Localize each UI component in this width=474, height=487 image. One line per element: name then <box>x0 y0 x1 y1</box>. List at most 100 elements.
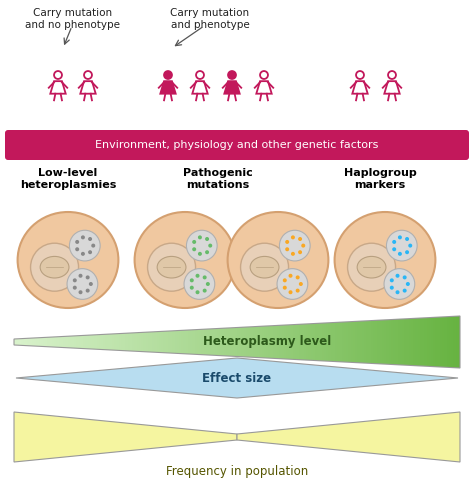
Bar <box>366 321 369 363</box>
FancyBboxPatch shape <box>5 130 469 160</box>
Ellipse shape <box>157 256 186 278</box>
Bar <box>418 318 420 366</box>
Circle shape <box>277 269 308 300</box>
Text: Pathogenic
mutations: Pathogenic mutations <box>183 168 253 189</box>
Polygon shape <box>80 81 96 94</box>
Bar <box>21 338 23 345</box>
Circle shape <box>192 247 196 251</box>
Bar <box>59 337 61 347</box>
Bar <box>23 338 25 345</box>
Bar <box>257 326 259 357</box>
Bar <box>41 337 43 346</box>
Circle shape <box>75 247 79 251</box>
Circle shape <box>398 252 402 256</box>
Bar <box>331 323 333 361</box>
Bar <box>453 317 456 368</box>
Circle shape <box>291 235 295 240</box>
Bar <box>74 336 76 348</box>
Bar <box>132 333 135 351</box>
Bar <box>128 333 130 351</box>
Bar <box>315 323 317 360</box>
Bar <box>206 329 208 355</box>
Bar <box>56 337 59 347</box>
Bar <box>217 329 219 356</box>
Bar <box>210 329 212 355</box>
Circle shape <box>403 275 407 280</box>
Text: Carry mutation
and no phenotype: Carry mutation and no phenotype <box>26 8 120 30</box>
Bar <box>215 329 217 356</box>
Bar <box>38 338 41 346</box>
Polygon shape <box>224 81 240 94</box>
Circle shape <box>195 274 200 278</box>
Circle shape <box>299 282 303 286</box>
Bar <box>255 327 257 357</box>
Bar <box>192 330 195 354</box>
Bar <box>208 329 210 355</box>
Bar <box>422 318 424 366</box>
Circle shape <box>405 237 409 241</box>
Bar <box>81 336 83 349</box>
Circle shape <box>392 240 396 244</box>
Bar <box>50 337 52 347</box>
Bar <box>188 330 190 354</box>
Circle shape <box>296 289 300 293</box>
Bar <box>407 319 409 365</box>
Circle shape <box>283 286 287 290</box>
Circle shape <box>289 290 292 294</box>
Ellipse shape <box>357 256 386 278</box>
Bar <box>309 324 310 360</box>
Bar <box>108 334 110 350</box>
Circle shape <box>91 244 95 247</box>
Circle shape <box>408 244 412 247</box>
Circle shape <box>280 230 310 261</box>
Bar <box>36 338 38 346</box>
Circle shape <box>30 243 79 291</box>
Circle shape <box>298 237 302 241</box>
Circle shape <box>192 240 196 244</box>
Bar <box>228 328 230 356</box>
Bar <box>373 320 375 363</box>
Bar <box>304 324 306 360</box>
Bar <box>286 325 288 359</box>
Bar <box>90 335 92 349</box>
Bar <box>438 317 440 367</box>
Circle shape <box>241 243 289 291</box>
Circle shape <box>69 230 100 261</box>
Bar <box>221 328 224 356</box>
Bar <box>117 334 119 350</box>
Circle shape <box>260 71 268 79</box>
Bar <box>440 317 442 367</box>
Bar <box>433 318 436 367</box>
Text: Carry mutation
and phenotype: Carry mutation and phenotype <box>171 8 250 30</box>
Bar <box>273 326 275 358</box>
Bar <box>342 322 344 362</box>
Bar <box>203 329 206 355</box>
Bar <box>52 337 54 347</box>
Bar <box>400 319 402 365</box>
Bar <box>101 335 103 350</box>
Circle shape <box>205 250 209 254</box>
Circle shape <box>190 279 194 282</box>
Bar <box>262 326 264 358</box>
Bar <box>195 330 197 355</box>
Bar <box>344 322 346 362</box>
Circle shape <box>203 275 207 280</box>
Circle shape <box>88 250 92 254</box>
Bar <box>130 333 132 351</box>
Bar <box>237 327 239 356</box>
Bar <box>266 326 268 358</box>
Bar <box>409 318 411 365</box>
Circle shape <box>198 235 202 240</box>
Bar <box>369 321 371 363</box>
Bar <box>335 322 337 361</box>
Polygon shape <box>192 81 208 94</box>
Bar <box>275 325 277 358</box>
Polygon shape <box>16 358 458 398</box>
Bar <box>420 318 422 366</box>
Circle shape <box>386 230 417 261</box>
Bar <box>85 336 88 349</box>
Bar <box>411 318 413 365</box>
Circle shape <box>405 250 409 254</box>
Circle shape <box>54 71 62 79</box>
Bar <box>27 338 29 346</box>
